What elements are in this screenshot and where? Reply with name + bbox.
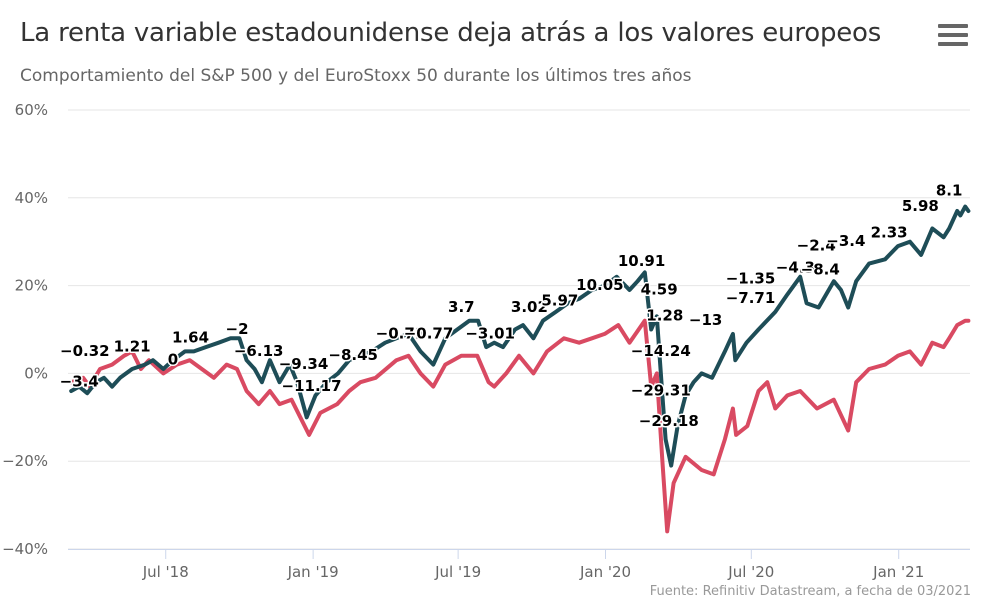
y-tick-label: −40%: [2, 540, 48, 558]
data-label: −8.4: [801, 261, 840, 279]
data-label: −29.18: [639, 412, 699, 430]
data-label: −13: [689, 311, 722, 329]
data-label: 4.59: [641, 280, 678, 298]
y-tick-label: 20%: [15, 277, 48, 295]
hamburger-menu-icon[interactable]: [938, 24, 968, 50]
source-credit[interactable]: Fuente: Refinitiv Datastream, a fecha de…: [649, 584, 971, 599]
menu-bar: [938, 24, 968, 28]
y-axis: −40% −20% 0% 20% 40% 60%: [2, 101, 48, 558]
data-label: 3.02: [511, 298, 548, 316]
x-tick-label: Jul '19: [434, 563, 481, 581]
data-label: 0: [168, 351, 178, 369]
x-tick-label: Jan '20: [579, 563, 631, 581]
chart-title: La renta variable estadounidense deja at…: [20, 18, 882, 48]
series-line-sp500: [69, 204, 971, 468]
data-label: −0.71: [376, 324, 426, 342]
y-tick-label: 60%: [15, 101, 48, 119]
x-tick-label: Jan '19: [287, 563, 339, 581]
data-label: 2.33: [871, 223, 908, 241]
x-tick-label: Jan '21: [872, 563, 924, 581]
data-label: 3.7: [448, 298, 475, 316]
x-tick-label: Jul '20: [727, 563, 774, 581]
data-label: −3.4: [60, 373, 99, 391]
data-label: −14.24: [631, 342, 691, 360]
data-label: −11.17: [282, 377, 342, 395]
data-label: −4.3: [776, 258, 815, 276]
x-tick-label: Jul '18: [142, 563, 189, 581]
y-tick-label: 40%: [15, 189, 48, 207]
series-line-eurostoxx: [69, 318, 971, 534]
series-group: [69, 204, 971, 534]
data-label: −2: [226, 320, 249, 338]
data-label: 10.05: [576, 276, 623, 294]
menu-bar: [938, 33, 968, 37]
menu-bar: [938, 42, 968, 46]
data-label: 1.28: [646, 307, 683, 325]
y-tick-label: 0%: [24, 364, 48, 382]
data-label: −3.01: [465, 324, 515, 342]
data-label: −2.4: [797, 236, 836, 254]
y-tick-label: −20%: [2, 452, 48, 470]
data-label: −29.31: [631, 381, 691, 399]
data-label: −0.32: [60, 342, 110, 360]
data-label: −6.13: [234, 342, 284, 360]
data-label: −8.45: [328, 346, 378, 364]
data-label: −1.35: [726, 269, 776, 287]
chart-subtitle: Comportamiento del S&P 500 y del EuroSto…: [20, 66, 692, 86]
data-label: 5.97: [541, 291, 578, 309]
data-label: −7.71: [726, 289, 776, 307]
data-labels: −3.4 −0.32 1.21 0 1.64 −2 −6.13−9.34 −11.17 −8.4…: [58, 180, 964, 431]
data-label: 5.98: [902, 197, 939, 215]
data-label: −0.77: [404, 324, 454, 342]
data-label: 1.21: [114, 337, 151, 355]
data-label: 10.91: [618, 252, 665, 270]
data-label: 8.1: [936, 182, 963, 200]
x-axis: Jul '18 Jan '19 Jul '19 Jan '20 Jul '20 Jan '…: [68, 549, 970, 581]
data-label: −9.34: [279, 355, 329, 373]
data-label: 1.64: [172, 329, 209, 347]
data-label: −3.4: [826, 232, 865, 250]
